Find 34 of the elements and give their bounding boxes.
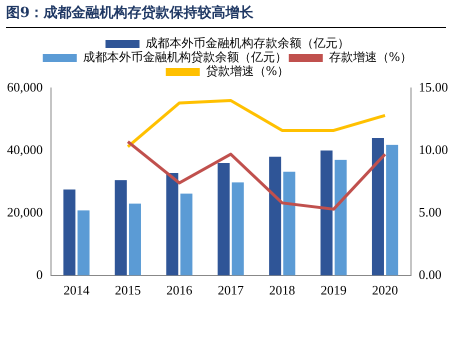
y-tick-label: 0: [36, 266, 43, 282]
legend-label: 贷款增速（%）: [206, 64, 290, 78]
y-tick-label: 40,000: [7, 142, 43, 157]
y-tick-label: 60,000: [7, 79, 43, 94]
y2-tick-label: 5.00: [418, 204, 442, 220]
x-tick-label: 2019: [320, 282, 347, 298]
bar: [269, 156, 282, 276]
bar: [372, 138, 384, 276]
bar: [386, 144, 398, 276]
x-tick-label: 2014: [63, 282, 90, 298]
x-tick-label: 2020: [372, 282, 398, 298]
legend-label: 成都本外币金融机构贷款余额（亿元）: [82, 50, 287, 64]
x-tick-label: 2015: [114, 282, 141, 298]
bar: [63, 190, 76, 276]
x-tick-label: 2017: [218, 282, 244, 298]
bar: [232, 182, 244, 276]
y2-tick-label: 0.00: [418, 266, 442, 282]
y-tick-label: 20,000: [7, 204, 43, 220]
bar: [320, 150, 333, 276]
bar: [218, 162, 230, 276]
bar: [334, 160, 347, 276]
chart-title: 图9：成都金融机构存贷款保持较高增长: [6, 4, 446, 28]
bar: [180, 194, 192, 276]
bar: [78, 210, 90, 276]
y2-tick-label: 10.00: [418, 142, 448, 157]
x-tick-label: 2018: [269, 282, 296, 298]
legend-label: 成都本外币金融机构存款余额（亿元）: [146, 36, 350, 50]
bar: [128, 204, 141, 276]
y2-tick-label: 15.00: [418, 79, 448, 94]
bar: [114, 180, 127, 276]
bar: [166, 172, 178, 276]
legend-label: 存款增速（%）: [328, 50, 412, 64]
bar: [283, 172, 296, 276]
x-tick-label: 2016: [166, 282, 193, 298]
